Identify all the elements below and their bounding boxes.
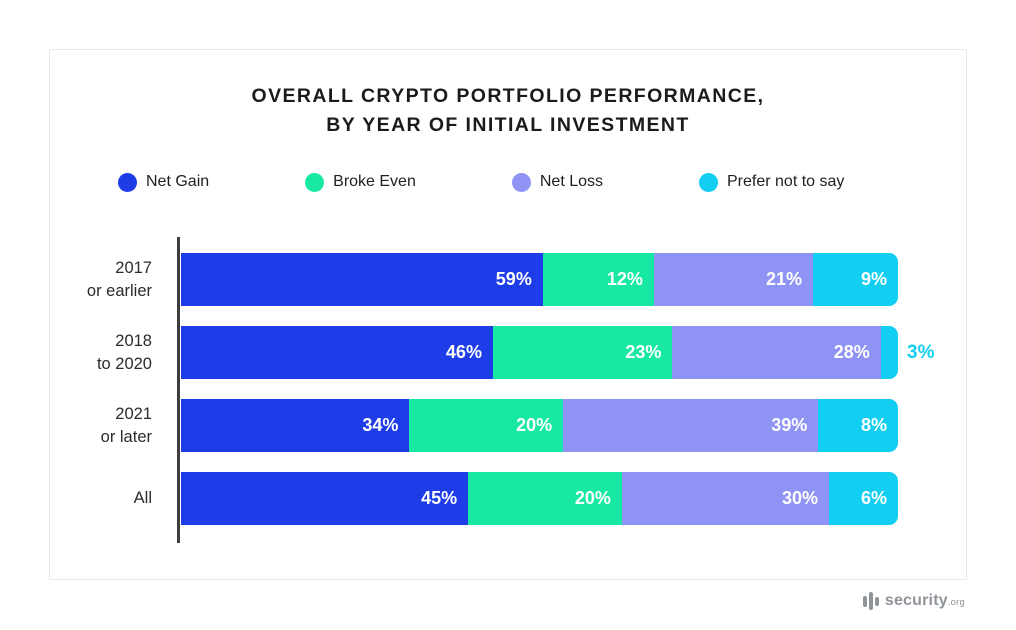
legend-label: Broke Even bbox=[333, 173, 416, 190]
segment-value-label-outside: 3% bbox=[907, 341, 935, 363]
segment-value-label: 9% bbox=[860, 269, 887, 289]
segment-value-label: 6% bbox=[860, 488, 887, 508]
legend-item-net-loss: Net Loss bbox=[511, 172, 603, 192]
segment-value-label: 39% bbox=[771, 415, 808, 435]
segment-value-label: 30% bbox=[781, 488, 818, 508]
bar-segment-prefer-not-to-say: 9% bbox=[812, 253, 898, 306]
stacked-bar: 45% 20% 30% 6% bbox=[181, 472, 898, 525]
segment-value-label: 34% bbox=[362, 415, 399, 435]
row-category-label: 2018 to 2020 bbox=[96, 332, 152, 373]
bar-segment-broke-even: 20% bbox=[409, 399, 564, 452]
logo-text: security.org bbox=[884, 592, 965, 609]
bar-segment-broke-even: 12% bbox=[542, 253, 654, 306]
row-category-label: 2021 or later bbox=[100, 405, 152, 446]
stacked-bar: 46% 23% 28% bbox=[181, 326, 898, 379]
chart-rows: 2017 or earlier 59% 12% 21% 9% 2018 to 2020 46… bbox=[50, 237, 966, 545]
y-axis-line bbox=[177, 237, 180, 543]
bar-segment-net-gain: 59% bbox=[181, 253, 543, 306]
legend: Net Gain Broke Even Net Loss Prefer not … bbox=[118, 172, 844, 192]
chart-row: 2017 or earlier 59% 12% 21% 9% bbox=[50, 253, 966, 306]
legend-dot-net-loss-icon bbox=[511, 172, 531, 192]
segment-value-label: 59% bbox=[495, 269, 532, 289]
bar-segment-net-loss: 21% bbox=[653, 253, 813, 306]
stacked-bar: 34% 20% 39% 8% bbox=[181, 399, 899, 452]
legend-item-prefer-not-to-say: Prefer not to say bbox=[699, 172, 845, 192]
segment-value-label: 12% bbox=[606, 269, 643, 289]
row-category-label: 2017 or earlier bbox=[86, 259, 152, 300]
legend-dot-broke-even-icon bbox=[305, 172, 325, 192]
legend-item-net-gain: Net Gain bbox=[118, 172, 210, 192]
segment-value-label: 20% bbox=[516, 415, 553, 435]
segment-value-label: 46% bbox=[445, 342, 482, 362]
bar-segment-net-gain: 46% bbox=[181, 326, 493, 379]
bar-segment-broke-even: 23% bbox=[492, 326, 673, 379]
security-org-logo: security.org bbox=[863, 592, 965, 610]
bar-segment-net-gain: 34% bbox=[181, 399, 410, 452]
bar-segment-net-loss: 30% bbox=[621, 472, 829, 525]
stacked-bar: 59% 12% 21% 9% bbox=[181, 253, 898, 306]
bar-segment-net-gain: 45% bbox=[181, 472, 469, 525]
legend-label: Net Loss bbox=[539, 173, 603, 190]
segment-value-label: 21% bbox=[765, 269, 802, 289]
legend-label: Net Gain bbox=[146, 173, 210, 190]
row-category-label: All bbox=[133, 489, 152, 508]
equalizer-bars-icon bbox=[863, 592, 879, 610]
chart-row: 2018 to 2020 46% 23% 28% 3% bbox=[50, 326, 966, 379]
bar-segment-net-loss: 39% bbox=[563, 399, 819, 452]
legend-dot-prefer-not-to-say-icon bbox=[699, 172, 718, 192]
segment-value-label: 45% bbox=[421, 488, 458, 508]
bar-segment-broke-even: 20% bbox=[468, 472, 622, 525]
chart-row: 2021 or later 34% 20% 39% 8% bbox=[50, 399, 966, 452]
segment-value-label: 20% bbox=[574, 488, 611, 508]
chart-row: All 45% 20% 30% 6% bbox=[50, 472, 966, 525]
logo-suffix: .org bbox=[947, 597, 965, 608]
bar-segment-prefer-not-to-say bbox=[880, 326, 898, 379]
bar-segment-prefer-not-to-say: 6% bbox=[828, 472, 898, 525]
chart-card: OVERALL CRYPTO PORTFOLIO PERFORMANCE, BY… bbox=[49, 49, 967, 580]
chart-title: OVERALL CRYPTO PORTFOLIO PERFORMANCE, BY… bbox=[251, 85, 765, 137]
legend-label: Prefer not to say bbox=[727, 173, 845, 190]
legend-dot-net-gain-icon bbox=[118, 172, 137, 192]
segment-value-label: 28% bbox=[833, 342, 870, 362]
segment-value-label: 8% bbox=[861, 415, 888, 435]
legend-item-broke-even: Broke Even bbox=[305, 172, 416, 192]
segment-value-label: 23% bbox=[625, 342, 662, 362]
bar-segment-prefer-not-to-say: 8% bbox=[818, 399, 899, 452]
bar-segment-net-loss: 28% bbox=[672, 326, 881, 379]
